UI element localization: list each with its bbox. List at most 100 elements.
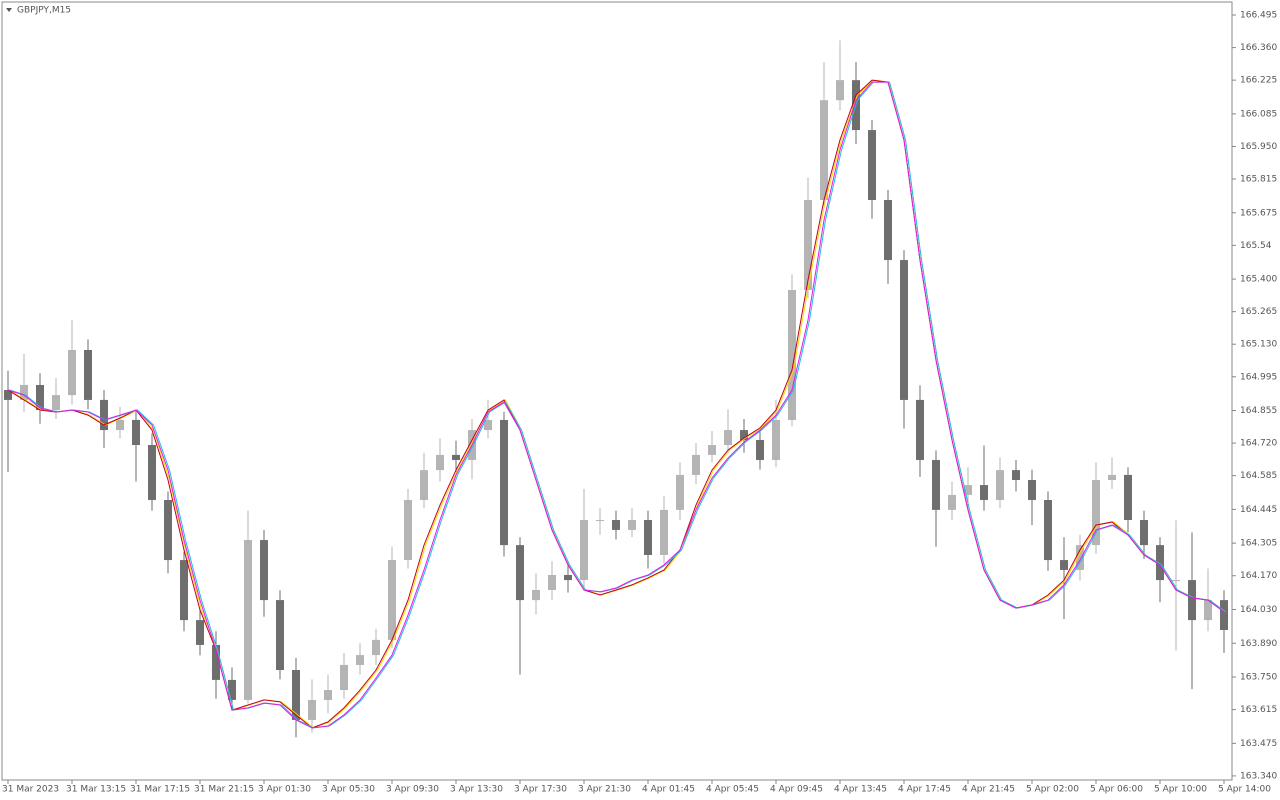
candle-body (388, 560, 396, 640)
x-tick-label: 4 Apr 17:45 (898, 785, 951, 795)
y-tick-label: 163.615 (1240, 705, 1277, 715)
candle-body (1172, 580, 1180, 582)
candle-body (228, 679, 236, 700)
candle-body (4, 390, 12, 400)
candle-body (500, 419, 508, 546)
candle-body (420, 470, 428, 501)
candle-body (132, 419, 140, 446)
candle-body (148, 445, 156, 501)
x-tick-label: 3 Apr 09:30 (386, 785, 439, 795)
candle-body (68, 350, 76, 396)
candle-body (548, 575, 556, 590)
candle-body (276, 600, 284, 671)
candle-body (1060, 560, 1068, 570)
candle-body (932, 459, 940, 510)
candle-body (452, 454, 460, 460)
candle-body (836, 80, 844, 101)
ma-line (7, 81, 1225, 729)
y-tick-label: 165.675 (1240, 208, 1277, 218)
candle-body (1140, 520, 1148, 546)
x-tick-label: 5 Apr 14:00 (1218, 785, 1271, 795)
y-tick-label: 165.265 (1240, 307, 1277, 317)
candle-body (308, 699, 316, 720)
x-tick-label: 4 Apr 21:45 (962, 785, 1015, 795)
x-tick-label: 31 Mar 2023 (2, 785, 59, 795)
y-tick-label: 164.305 (1240, 539, 1277, 549)
x-tick-label: 31 Mar 13:15 (66, 785, 126, 795)
y-tick-label: 164.585 (1240, 471, 1277, 481)
y-tick-label: 163.750 (1240, 673, 1277, 683)
candle-body (260, 540, 268, 601)
candle-body (884, 199, 892, 261)
y-tick-label: 166.225 (1240, 76, 1277, 86)
candle-body (756, 439, 764, 460)
symbol-menu-arrow[interactable] (6, 8, 12, 12)
y-tick-label: 165.54 (1240, 241, 1272, 251)
x-tick-label: 5 Apr 02:00 (1026, 785, 1079, 795)
candle-body (340, 664, 348, 691)
candle-body (516, 545, 524, 601)
candle-body (1204, 600, 1212, 621)
candle-body (532, 589, 540, 601)
candle-body (1012, 470, 1020, 480)
candle-body (788, 289, 796, 420)
candle-body (596, 520, 604, 522)
candle-body (980, 485, 988, 501)
candle-body (900, 260, 908, 400)
y-tick-label: 164.995 (1240, 372, 1277, 382)
y-tick-label: 164.170 (1240, 571, 1277, 581)
x-tick-label: 3 Apr 05:30 (322, 785, 375, 795)
candle-body (868, 130, 876, 200)
candle-body (1076, 545, 1084, 570)
candle-body (84, 350, 92, 400)
candle-body (164, 500, 172, 561)
candle-body (804, 199, 812, 290)
candle-body (52, 395, 60, 411)
candle-body (676, 474, 684, 510)
y-tick-label: 165.400 (1240, 275, 1277, 285)
candle-body (36, 384, 44, 411)
candle-body (916, 399, 924, 460)
candle-body (740, 430, 748, 440)
x-tick-label: 3 Apr 01:30 (258, 785, 311, 795)
candle-body (1028, 479, 1036, 501)
candle-body (404, 500, 412, 561)
candle-body (964, 485, 972, 495)
candle-body (484, 419, 492, 431)
candle-body (772, 419, 780, 460)
candle-body (180, 560, 188, 621)
y-tick-label: 164.720 (1240, 439, 1277, 449)
x-tick-label: 3 Apr 13:30 (450, 785, 503, 795)
y-tick-label: 166.495 (1240, 11, 1277, 21)
candle-body (644, 520, 652, 555)
chart-title: GBPJPY,M15 (17, 6, 71, 16)
x-tick-label: 5 Apr 10:00 (1154, 785, 1207, 795)
candle-body (20, 384, 28, 400)
candle-body (996, 470, 1004, 501)
x-tick-label: 3 Apr 21:30 (578, 785, 631, 795)
candle-body (1220, 600, 1228, 630)
x-tick-label: 31 Mar 21:15 (194, 785, 254, 795)
candle-body (708, 445, 716, 455)
candle-body (628, 520, 636, 530)
candle-body (372, 639, 380, 656)
candle-body (244, 540, 252, 700)
candle-body (196, 620, 204, 645)
x-tick-label: 4 Apr 13:45 (834, 785, 887, 795)
candle-body (820, 100, 828, 200)
candle-body (292, 670, 300, 720)
x-tick-label: 5 Apr 06:00 (1090, 785, 1143, 795)
candle-body (692, 454, 700, 475)
plot-frame (1, 1, 1233, 781)
candle-body (324, 690, 332, 700)
candle-body (948, 494, 956, 510)
y-tick-label: 164.445 (1240, 505, 1277, 515)
x-tick-label: 3 Apr 17:30 (514, 785, 567, 795)
y-tick-label: 163.475 (1240, 739, 1277, 749)
candle-body (564, 575, 572, 581)
candle-body (356, 655, 364, 665)
candle-body (1092, 479, 1100, 546)
y-tick-label: 164.855 (1240, 406, 1277, 416)
